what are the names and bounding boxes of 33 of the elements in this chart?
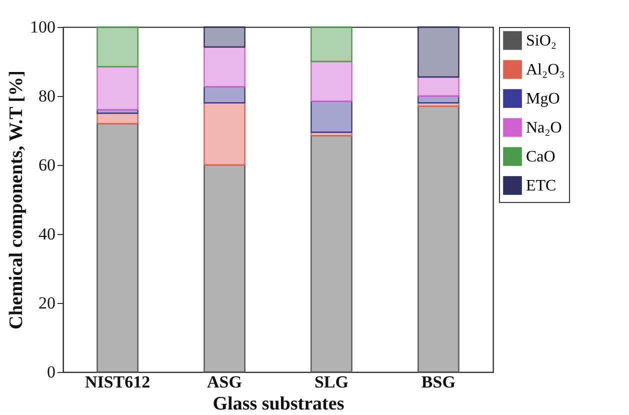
bar bbox=[310, 100, 352, 133]
bar bbox=[204, 86, 246, 104]
bar bbox=[96, 123, 138, 373]
x-tick-label: SLG bbox=[314, 372, 348, 392]
y-tick-label: 0 bbox=[47, 362, 56, 382]
bar bbox=[204, 26, 246, 48]
bar bbox=[96, 66, 138, 110]
y-tick-label: 60 bbox=[38, 156, 56, 174]
bar bbox=[310, 135, 352, 373]
y-tick-label: 100 bbox=[30, 18, 56, 36]
x-tick-label: BSG bbox=[421, 372, 456, 392]
bar bbox=[418, 76, 460, 97]
legend-label: Na₂O bbox=[526, 120, 562, 136]
y-tick-label: 80 bbox=[38, 86, 56, 106]
y-axis-title: Chemical components, W.T [%] bbox=[6, 70, 27, 330]
legend-label: Al₂O₃ bbox=[526, 62, 565, 78]
bar bbox=[310, 60, 352, 102]
x-tick-label: ASG bbox=[207, 372, 242, 392]
legend-label: MgO bbox=[526, 90, 560, 108]
y-tick-label: 40 bbox=[38, 224, 56, 244]
bar bbox=[418, 26, 460, 78]
legend-label: SiO₂ bbox=[526, 32, 556, 50]
legend-label: ETC bbox=[526, 178, 556, 194]
bar bbox=[418, 106, 460, 373]
legend-label: CaO bbox=[526, 148, 556, 166]
x-axis-title: Glass substrates bbox=[212, 394, 344, 414]
x-tick-label: NIST612 bbox=[84, 372, 150, 392]
bar bbox=[310, 26, 352, 62]
y-tick-label: 20 bbox=[38, 294, 56, 312]
bar bbox=[96, 26, 138, 68]
bar bbox=[204, 102, 246, 166]
bar bbox=[204, 164, 246, 373]
bar bbox=[204, 46, 246, 88]
